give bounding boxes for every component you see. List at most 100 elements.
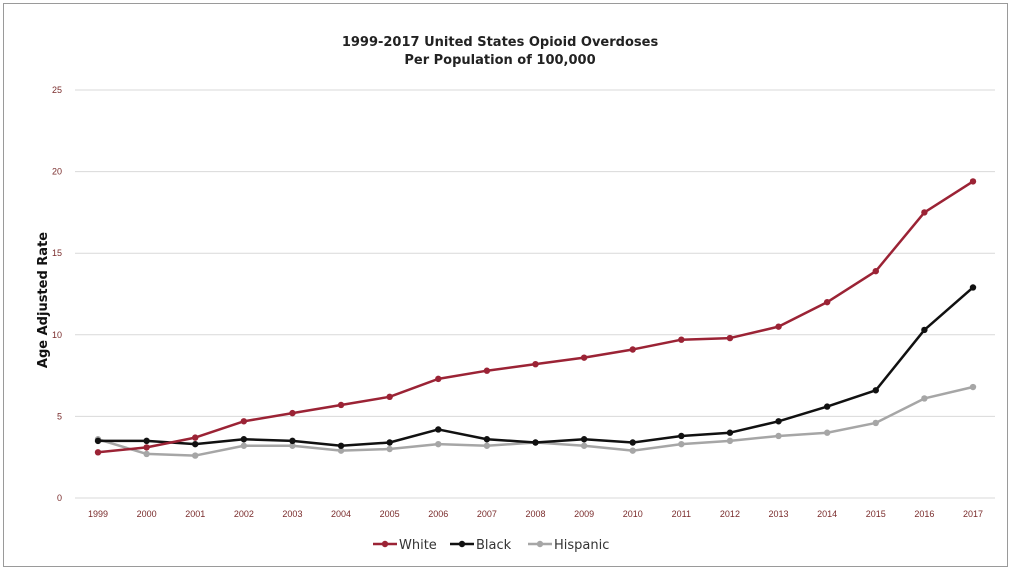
x-tick-label: 2004	[331, 509, 351, 519]
chart-title: 1999-2017 United States Opioid Overdoses	[342, 35, 659, 50]
data-point	[678, 432, 685, 440]
series-black	[94, 284, 977, 449]
legend-label: Black	[476, 538, 512, 553]
y-tick-label: 10	[52, 330, 62, 340]
x-tick-label: 2010	[623, 509, 643, 519]
data-point	[483, 442, 491, 449]
data-point	[678, 336, 685, 343]
y-tick-label: 0	[57, 493, 62, 503]
y-axis-label: Age Adjusted Rate	[36, 232, 51, 368]
data-point	[775, 418, 782, 425]
chart-subtitle: Per Population of 100,000	[404, 53, 595, 68]
data-point	[823, 298, 831, 306]
x-tick-label: 2015	[866, 509, 886, 519]
data-point	[483, 436, 491, 443]
data-point	[872, 419, 879, 427]
legend-marker	[381, 540, 389, 548]
series-lines	[94, 178, 977, 459]
x-tick-label: 2014	[817, 509, 837, 519]
data-point	[823, 429, 831, 436]
data-point	[580, 436, 588, 443]
x-tick-label: 2011	[672, 509, 691, 519]
data-point	[726, 334, 734, 342]
x-tick-label: 2005	[380, 509, 400, 519]
y-tick-label: 25	[52, 85, 62, 95]
x-tick-label: 2000	[137, 509, 157, 519]
data-point	[192, 440, 199, 448]
legend-item-black: Black	[450, 538, 512, 553]
x-tick-label: 1999	[88, 509, 108, 519]
data-point	[969, 284, 977, 291]
data-point	[678, 440, 685, 448]
series-hispanic	[94, 383, 977, 459]
legend-item-white: White	[373, 538, 437, 553]
data-point	[435, 375, 442, 383]
legend-label: Hispanic	[554, 538, 609, 553]
x-tick-label: 2017	[963, 509, 983, 519]
data-point	[580, 354, 588, 361]
data-point	[872, 387, 879, 394]
data-point	[775, 323, 782, 330]
gridlines	[75, 89, 995, 499]
y-axis-ticks: 0 5 10 15 20 25	[52, 85, 62, 503]
y-tick-label: 15	[52, 248, 62, 258]
x-tick-label: 2007	[477, 509, 497, 519]
data-point	[386, 445, 393, 453]
data-point	[289, 409, 296, 417]
data-point	[94, 449, 102, 456]
y-tick-label: 5	[57, 411, 62, 421]
data-point	[143, 450, 150, 458]
x-tick-label: 2009	[574, 509, 594, 519]
data-point	[775, 432, 782, 440]
data-point	[435, 440, 442, 448]
data-point	[289, 437, 296, 445]
data-point	[143, 444, 150, 451]
data-point	[386, 439, 393, 446]
x-tick-label: 2016	[914, 509, 934, 519]
x-tick-label: 2001	[185, 509, 205, 519]
x-tick-label: 2006	[428, 509, 448, 519]
legend-marker	[536, 540, 544, 548]
data-point	[337, 447, 345, 454]
data-point	[872, 267, 879, 275]
data-point	[192, 434, 199, 441]
data-point	[969, 383, 977, 391]
x-axis-ticks: 1999 2000 2001 2002 2003 2004 2005 2006 2007 2008…	[88, 509, 983, 519]
data-point	[483, 367, 491, 374]
data-point	[192, 452, 199, 459]
series-white	[94, 178, 977, 456]
data-point	[580, 442, 588, 449]
x-tick-label: 2012	[720, 509, 740, 519]
data-point	[337, 442, 345, 449]
legend-label: White	[399, 538, 437, 553]
data-point	[240, 442, 248, 449]
data-point	[94, 437, 102, 445]
data-point	[240, 418, 248, 425]
x-tick-label: 2003	[282, 509, 302, 519]
data-point	[532, 360, 539, 368]
data-point	[726, 429, 734, 436]
data-point	[532, 439, 539, 446]
legend-marker	[458, 540, 466, 548]
data-point	[386, 393, 393, 401]
legend-item-hispanic: Hispanic	[528, 538, 609, 553]
data-point	[921, 395, 928, 402]
data-point	[337, 401, 345, 409]
data-point	[823, 403, 831, 410]
x-tick-label: 2002	[234, 509, 254, 519]
data-point	[921, 326, 928, 334]
data-point	[629, 439, 636, 446]
series-line	[97, 180, 974, 454]
x-tick-label: 2013	[769, 509, 789, 519]
data-point	[629, 447, 636, 454]
data-point	[143, 437, 150, 445]
x-tick-label: 2008	[525, 509, 545, 519]
data-point	[969, 178, 977, 185]
chart-frame	[3, 3, 1008, 567]
data-point	[726, 437, 734, 445]
y-tick-label: 20	[52, 167, 62, 177]
data-point	[289, 442, 296, 449]
legend: White Black Hispanic	[373, 538, 609, 553]
data-point	[921, 209, 928, 216]
